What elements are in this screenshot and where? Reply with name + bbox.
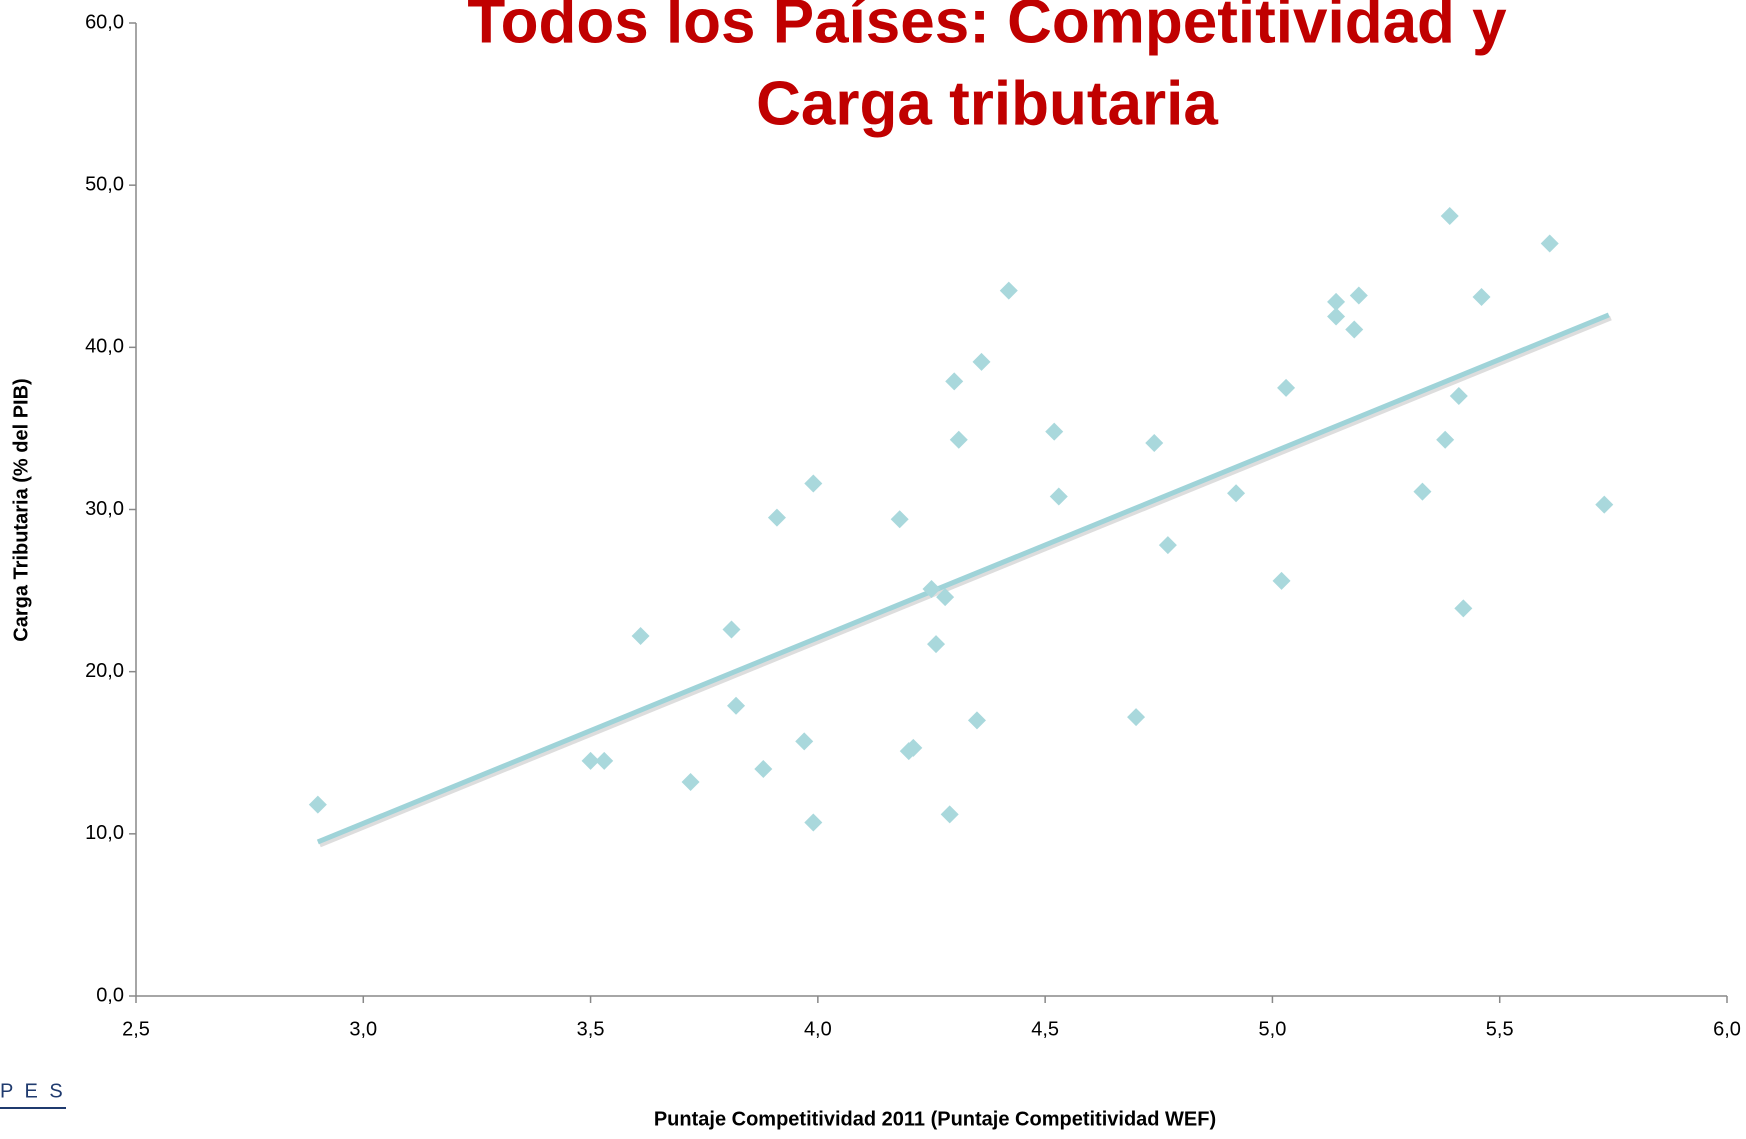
point [890,510,909,529]
point [1158,536,1177,555]
x-tick-label: 2,5 [122,1018,150,1040]
point [945,372,964,391]
point [308,795,327,814]
trendline [316,312,1610,845]
point [972,352,991,371]
x-tick-label: 5,5 [1486,1018,1514,1040]
point [1449,386,1468,405]
y-tick-label: 20,0 [85,660,124,682]
point [904,738,923,757]
x-tick-label: 4,0 [804,1018,832,1040]
point [922,579,941,598]
point [1045,422,1064,441]
point [767,508,786,527]
x-tick-label: 3,5 [577,1018,605,1040]
logo: P E S [0,1080,66,1102]
point [936,588,955,607]
point [631,626,650,645]
point [1345,320,1364,339]
point [999,281,1018,300]
point [1227,484,1246,503]
point [681,772,700,791]
point [1277,378,1296,397]
point [1145,434,1164,453]
point [804,813,823,832]
y-tick-label: 30,0 [85,498,124,520]
point [595,751,614,770]
point [1540,234,1559,253]
point [949,430,968,449]
point [1595,495,1614,514]
y-tick-label: 0,0 [96,984,124,1006]
point [927,635,946,654]
y-tick-label: 40,0 [85,336,124,358]
point [1349,286,1368,305]
point [581,751,600,770]
point [1436,430,1455,449]
point [1454,599,1473,618]
point [727,696,746,715]
x-axis-title: Puntaje Competitividad 2011 (Puntaje Com… [654,1108,1216,1130]
x-tick-label: 3,0 [349,1018,377,1040]
point [795,732,814,751]
point [754,759,773,778]
x-tick-label: 5,0 [1259,1018,1287,1040]
point [804,474,823,493]
point [1127,708,1146,727]
point [1049,487,1068,506]
point [1472,288,1491,307]
y-tick-label: 60,0 [85,11,124,33]
trendline-shadow [318,315,1612,848]
point [1327,307,1346,326]
y-tick-label: 50,0 [85,173,124,195]
y-tick-label: 10,0 [85,822,124,844]
point [722,620,741,639]
point [967,711,986,730]
x-tick-label: 4,5 [1031,1018,1059,1040]
point [1272,571,1291,590]
chart-title: Carga tributaria [756,69,1218,138]
point [1413,482,1432,501]
chart-title: Todos los Países: Competitividad y [467,0,1507,56]
point [940,805,959,824]
y-axis-title: Carga Tributaria (% del PIB) [10,378,32,641]
point [1327,292,1346,311]
point [1440,206,1459,225]
x-tick-label: 6,0 [1713,1018,1741,1040]
